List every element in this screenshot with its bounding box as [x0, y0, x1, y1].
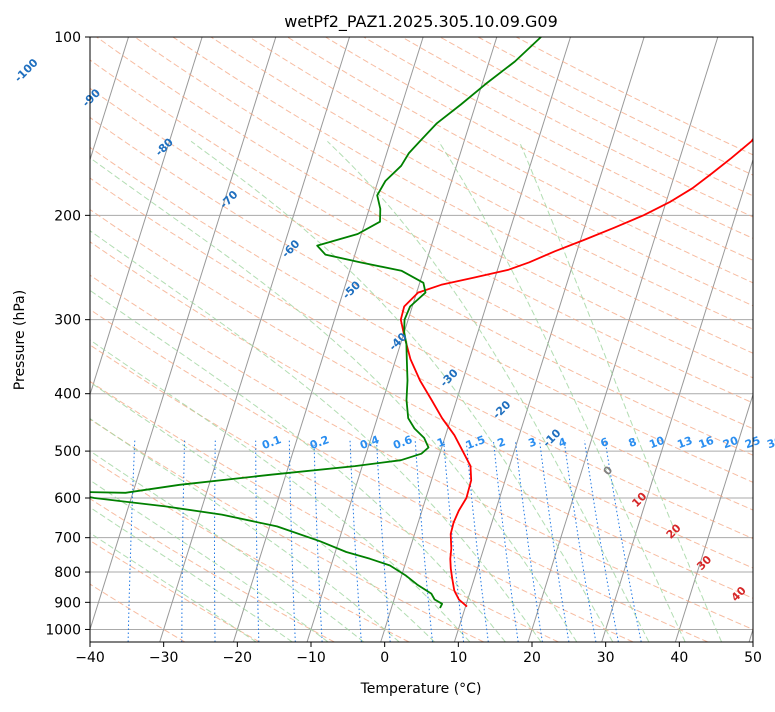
y-axis-label: Pressure (hPa)	[12, 290, 28, 390]
y-tick-label: 600	[54, 491, 81, 507]
x-axis: −40 −30 −20 −10 0 10 20 30 40 50	[75, 642, 762, 666]
chart-title: wetPf2_PAZ1.2025.305.10.09.G09	[284, 12, 558, 32]
x-tick-label: 10	[449, 650, 467, 666]
y-tick-label: 100	[54, 30, 81, 46]
y-tick-label: 900	[54, 595, 81, 611]
x-tick-label: −40	[75, 650, 105, 666]
x-tick-label: −30	[149, 650, 179, 666]
y-tick-label: 700	[54, 531, 81, 547]
y-tick-label: 800	[54, 565, 81, 581]
x-tick-label: 40	[670, 650, 688, 666]
y-tick-label: 1000	[45, 622, 81, 638]
mixing-ratio-label: 30	[765, 434, 775, 452]
x-tick-label: 30	[597, 650, 615, 666]
x-tick-label: 0	[380, 650, 389, 666]
y-axis: 100 200 300 400 500 600 700 800 900 1000	[45, 30, 90, 638]
y-tick-label: 200	[54, 208, 81, 224]
x-tick-label: −10	[296, 650, 326, 666]
y-tick-label: 300	[54, 313, 81, 329]
y-tick-label: 400	[54, 387, 81, 403]
x-tick-label: 50	[744, 650, 762, 666]
x-axis-label: Temperature (°C)	[360, 681, 482, 697]
isotherm-label: -100	[12, 56, 41, 85]
x-tick-label: −20	[223, 650, 253, 666]
y-tick-label: 500	[54, 444, 81, 460]
x-tick-label: 20	[523, 650, 541, 666]
